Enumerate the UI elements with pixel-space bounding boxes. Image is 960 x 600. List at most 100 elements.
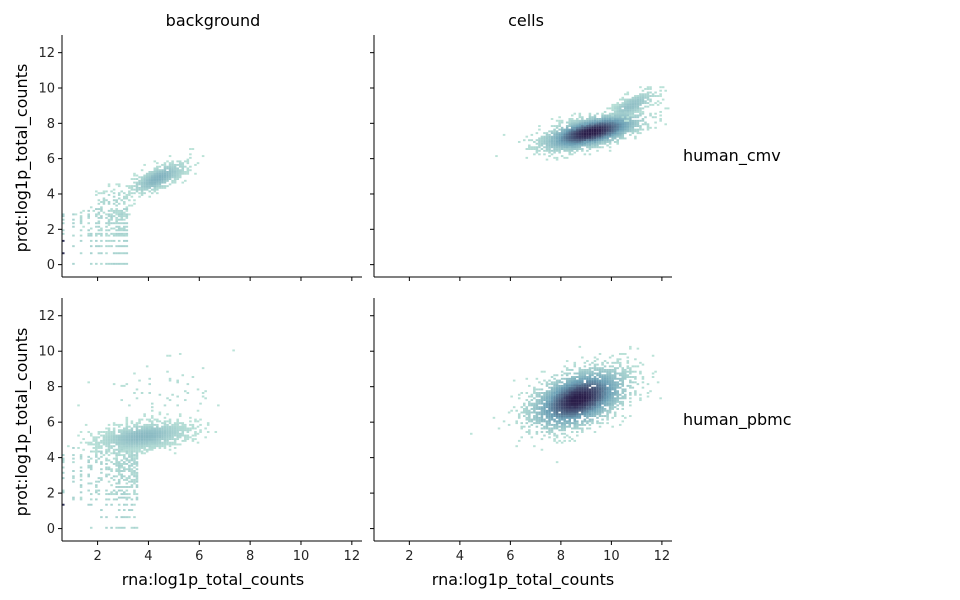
hist-bin <box>112 457 116 460</box>
hist-bin <box>593 415 597 418</box>
hist-bin <box>133 446 136 449</box>
hist-bin <box>588 370 592 373</box>
hist-bin <box>568 153 571 156</box>
hist-bin <box>624 372 627 375</box>
hist-bin <box>568 407 571 410</box>
hist-bin <box>588 142 592 145</box>
hist-bin <box>616 399 619 402</box>
hist-bin <box>102 190 106 193</box>
hist-bin <box>601 381 604 384</box>
hist-bin <box>72 234 75 237</box>
hist-bin <box>588 411 592 414</box>
hist-bin <box>646 125 650 128</box>
hist-bin <box>596 420 599 423</box>
hist-bin <box>95 491 98 494</box>
hist-bin <box>150 434 154 437</box>
hist-bin <box>644 123 647 126</box>
hist-bin <box>591 372 594 375</box>
hist-bin <box>148 432 151 435</box>
hist-bin <box>553 399 556 402</box>
hist-bin <box>530 146 534 149</box>
hist-bin <box>105 216 108 219</box>
hist-bin <box>105 229 108 232</box>
hist-bin <box>538 140 541 143</box>
hist-bin <box>181 423 185 426</box>
x-tick-label: 4 <box>456 549 464 564</box>
hist-bin <box>135 185 139 188</box>
hist-bin <box>178 163 182 166</box>
hist-bin <box>548 137 551 140</box>
hist-bin <box>117 245 121 248</box>
hist-bin <box>598 415 602 418</box>
hist-bin <box>107 239 111 242</box>
hist-bin <box>573 404 577 407</box>
hist-bin <box>77 446 80 449</box>
hist-bin <box>639 103 642 106</box>
hist-bin <box>639 126 642 129</box>
hist-bin <box>568 381 571 384</box>
hist-bin <box>588 367 592 370</box>
hist-bin <box>593 406 597 409</box>
hist-bin <box>649 114 652 117</box>
hist-bin <box>603 384 607 387</box>
hist-bin <box>555 423 559 426</box>
hist-bin <box>563 130 566 133</box>
hist-bin <box>621 125 625 128</box>
hist-bin <box>128 459 131 462</box>
hist-bin <box>545 402 549 405</box>
hist-bin <box>586 372 589 375</box>
hist-bin <box>543 420 546 423</box>
hist-bin <box>588 123 592 126</box>
hist-bin <box>89 245 93 248</box>
hist-bin <box>150 439 154 442</box>
hist-bin <box>107 427 111 430</box>
hist-bin <box>583 384 587 387</box>
hist-bin <box>168 427 172 430</box>
hist-bin <box>543 379 546 382</box>
hist-bin <box>631 112 635 115</box>
hist-bin <box>598 132 602 135</box>
hist-bin <box>563 128 566 131</box>
hist-bin <box>540 423 544 426</box>
hist-bin <box>528 431 531 433</box>
hist-bin <box>153 185 157 188</box>
hist-bin <box>601 119 604 122</box>
hist-bin <box>586 137 589 140</box>
hist-bin <box>654 126 657 129</box>
hist-bin <box>102 201 106 203</box>
hist-bin <box>636 109 640 112</box>
hist-bin <box>576 121 579 124</box>
hist-bin <box>79 466 83 469</box>
hist-bin <box>558 121 561 124</box>
hist-bin <box>573 402 577 405</box>
hist-bin <box>596 140 599 143</box>
hist-bin <box>581 135 584 138</box>
hist-bin <box>611 112 614 115</box>
hist-bin <box>112 489 116 492</box>
hist-bin <box>588 119 592 122</box>
hist-bin <box>115 470 118 472</box>
hist-bin <box>573 126 577 129</box>
hist-bin <box>608 409 612 412</box>
hist-bin <box>128 213 131 216</box>
hist-bin <box>87 234 90 237</box>
hist-bin <box>545 381 549 384</box>
hist-bin <box>563 393 566 396</box>
hist-bin <box>128 493 131 496</box>
hist-bin <box>133 462 136 465</box>
hist-bin <box>555 406 559 409</box>
hist-bin <box>586 128 589 131</box>
hist-bin <box>565 422 569 425</box>
hist-bin <box>540 416 544 419</box>
hist-bin <box>565 377 569 380</box>
hist-bin <box>618 114 622 117</box>
hist-bin <box>125 420 129 423</box>
hist-bin <box>535 132 539 135</box>
hist-bin <box>82 448 85 451</box>
hist-bin <box>153 423 157 426</box>
hist-bin <box>189 427 192 430</box>
hist-bin <box>528 415 531 418</box>
hist-bin <box>97 446 101 449</box>
hist-bin <box>158 434 162 437</box>
hist-bin <box>636 132 640 135</box>
